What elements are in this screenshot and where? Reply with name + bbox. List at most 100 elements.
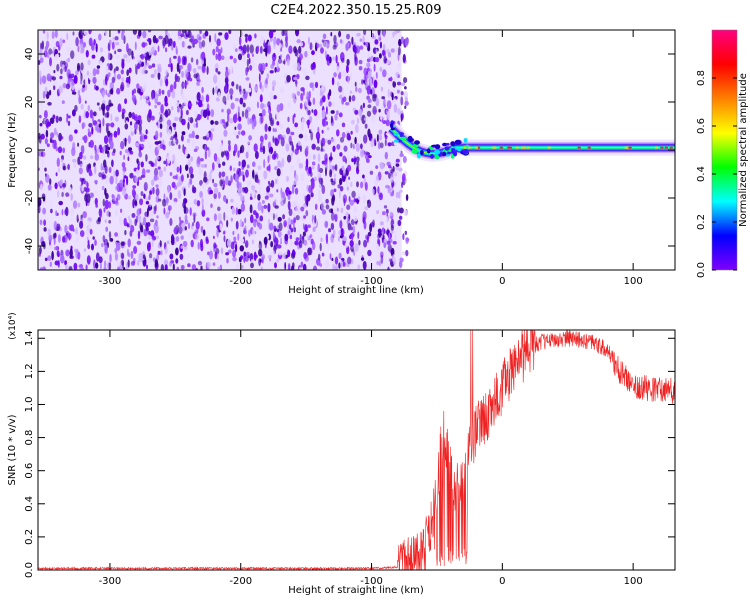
noise-speck: [294, 122, 299, 128]
noise-speck: [67, 258, 70, 268]
noise-speck: [268, 125, 272, 132]
noise-speck: [302, 263, 307, 270]
noise-speck: [137, 230, 141, 240]
noise-speck: [311, 109, 314, 113]
noise-speck: [244, 217, 247, 224]
signal-peak: [463, 146, 467, 149]
noise-speck: [224, 76, 229, 85]
noise-speck: [58, 116, 63, 122]
noise-speck: [263, 204, 268, 209]
noise-speck: [220, 47, 223, 54]
noise-speck: [47, 228, 51, 236]
noise-speck: [237, 53, 243, 61]
noise-speck: [351, 94, 356, 102]
noise-speck: [324, 221, 328, 228]
noise-speck: [181, 92, 185, 100]
noise-speck: [356, 181, 359, 188]
noise-speck: [367, 70, 372, 80]
noise-speck: [274, 66, 277, 73]
noise-speck: [197, 242, 200, 250]
noise-speck: [261, 84, 264, 92]
noise-speck: [58, 200, 63, 206]
noise-speck: [109, 81, 114, 91]
noise-speck: [349, 245, 355, 251]
noise-speck: [217, 91, 221, 99]
noise-speck: [61, 85, 64, 93]
noise-speck: [156, 89, 159, 95]
noise-speck: [369, 223, 373, 233]
noise-speck: [38, 202, 41, 207]
noise-speck: [400, 96, 404, 106]
noise-speck: [314, 203, 318, 211]
noise-speck: [321, 129, 324, 134]
noise-speck: [175, 101, 180, 107]
noise-speck: [336, 207, 339, 212]
noise-speck: [365, 234, 370, 240]
noise-speck: [146, 169, 151, 173]
noise-speck: [57, 234, 61, 243]
noise-speck: [225, 175, 229, 186]
noise-speck: [247, 180, 252, 187]
noise-speck: [321, 109, 326, 120]
noise-speck: [331, 180, 336, 186]
noise-speck: [187, 222, 191, 230]
noise-speck: [64, 260, 67, 266]
noise-speck: [269, 222, 274, 231]
noise-speck: [249, 214, 254, 224]
y-tick-label: 0.8: [24, 430, 35, 446]
noise-speck: [272, 30, 277, 33]
noise-speck: [80, 62, 84, 71]
noise-speck: [115, 54, 121, 60]
noise-speck: [105, 125, 109, 134]
noise-speck: [354, 243, 359, 253]
noise-speck: [181, 30, 186, 34]
noise-speck: [256, 45, 260, 52]
noise-speck: [115, 209, 119, 217]
noise-speck: [58, 85, 62, 95]
noise-speck: [259, 142, 263, 150]
noise-speck: [165, 78, 169, 87]
noise-speck: [178, 226, 183, 235]
noise-speck: [399, 215, 403, 220]
noise-speck: [136, 53, 141, 63]
noise-speck: [237, 150, 240, 158]
noise-speck: [334, 164, 338, 172]
noise-speck: [57, 167, 60, 173]
noise-speck: [178, 65, 184, 70]
noise-speck: [80, 103, 84, 110]
noise-speck: [170, 43, 174, 51]
noise-speck: [308, 166, 312, 175]
noise-speck: [113, 130, 118, 138]
noise-speck: [372, 188, 375, 196]
noise-speck: [258, 223, 263, 230]
snr-y-label: SNR (10 * v/v): [7, 414, 18, 485]
noise-speck: [211, 162, 215, 171]
noise-speck: [234, 126, 237, 130]
noise-speck: [218, 171, 222, 179]
colorbar-label: Normalized spectral amplitude: [738, 73, 749, 227]
noise-speck: [274, 137, 278, 146]
noise-speck: [307, 224, 311, 228]
noise-speck: [102, 198, 105, 207]
noise-speck: [307, 110, 311, 116]
noise-speck: [147, 257, 153, 264]
noise-speck: [180, 134, 184, 142]
noise-speck: [110, 122, 115, 128]
noise-speck: [372, 219, 375, 228]
noise-speck: [135, 260, 138, 264]
noise-speck: [123, 154, 126, 160]
noise-speck: [87, 104, 91, 112]
noise-speck: [107, 72, 111, 77]
noise-speck: [379, 67, 383, 72]
noise-speck: [150, 179, 155, 186]
noise-speck: [147, 204, 153, 212]
noise-speck: [310, 125, 315, 133]
noise-speck: [304, 99, 309, 108]
noise-speck: [300, 122, 305, 132]
noise-speck: [236, 262, 240, 270]
noise-speck: [330, 212, 335, 221]
signal-speck: [450, 141, 456, 146]
noise-speck: [134, 194, 139, 201]
y-tick-label: 1.2: [24, 363, 35, 379]
noise-speck: [173, 161, 177, 171]
